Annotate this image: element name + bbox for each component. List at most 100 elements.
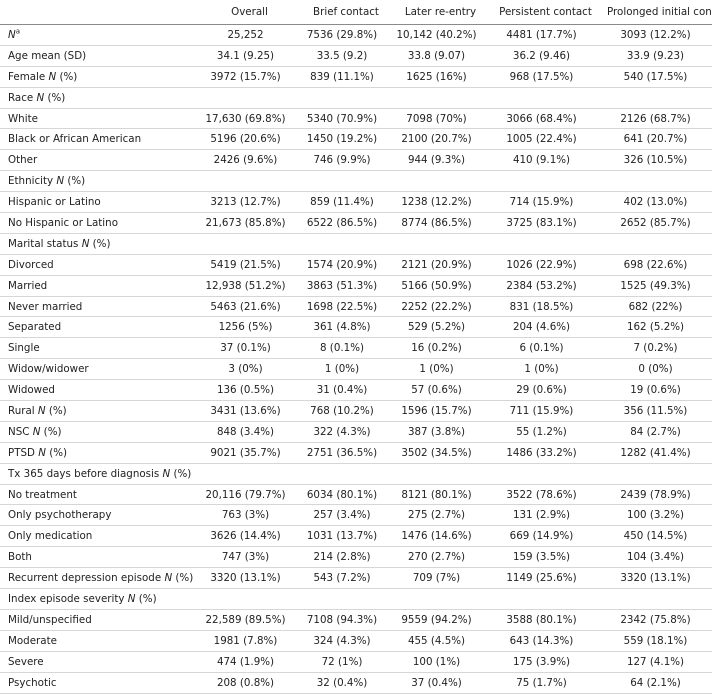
cell-value: 669 (14.9%) bbox=[509, 530, 574, 543]
cell-value: 5463 (21.6%) bbox=[210, 300, 281, 313]
cell-value: 5166 (50.9%) bbox=[401, 279, 472, 292]
row-label: Divorced bbox=[8, 258, 54, 271]
cell-value: 257 (3.4%) bbox=[313, 509, 371, 522]
table-row: Psychotic 208 (0.8%) 32 (0.4%) 37 (0.4%) 75 … bbox=[0, 672, 712, 693]
cell-value: 6034 (80.1%) bbox=[306, 488, 378, 501]
cell-value bbox=[599, 87, 712, 108]
cell-value: 1005 (22.4%) bbox=[506, 133, 577, 146]
column-header: Overall bbox=[231, 6, 268, 18]
cell-value: 214 (2.8%) bbox=[313, 551, 371, 564]
cell-value: 698 (22.6%) bbox=[623, 258, 688, 271]
cell-value: 6522 (86.5%) bbox=[306, 216, 378, 229]
cell-value: 2652 (85.7%) bbox=[620, 216, 691, 229]
cell-value: 682 (22%) bbox=[628, 300, 683, 313]
row-label: PTSD N (%) bbox=[8, 446, 68, 459]
cell-value: 104 (3.4%) bbox=[626, 551, 685, 564]
cell-value bbox=[295, 589, 389, 610]
cell-value: 1 (0%) bbox=[324, 363, 360, 376]
row-label: Married bbox=[8, 279, 48, 292]
cell-value: 9021 (35.7%) bbox=[210, 446, 281, 459]
cell-value: 324 (4.3%) bbox=[313, 634, 371, 647]
cell-value: 16 (0.2%) bbox=[411, 342, 462, 355]
row-label: Race N (%) bbox=[8, 91, 66, 104]
cell-value: 9559 (94.2%) bbox=[401, 613, 472, 626]
cell-value bbox=[389, 463, 484, 484]
cell-value: 643 (14.3%) bbox=[509, 634, 574, 647]
cell-value: 3 (0%) bbox=[228, 363, 263, 376]
cell-value: 8 (0.1%) bbox=[319, 342, 365, 355]
cell-value: 37 (0.4%) bbox=[411, 676, 462, 689]
cell-value: 64 (2.1%) bbox=[630, 676, 681, 689]
row-label: Both bbox=[8, 551, 32, 564]
cell-value: 3320 (13.1%) bbox=[210, 572, 281, 585]
row-label: Mild/unspecified bbox=[8, 613, 92, 626]
cell-value bbox=[484, 87, 599, 108]
row-label: Other bbox=[8, 154, 38, 167]
cell-value bbox=[295, 233, 389, 254]
row-label: Marital status N (%) bbox=[8, 237, 111, 250]
cell-value: 1031 (13.7%) bbox=[306, 530, 378, 543]
table-row: Single 37 (0.1%) 8 (0.1%) 16 (0.2%) 6 (0.1%)… bbox=[0, 338, 712, 359]
table-row: Marital status N (%) bbox=[0, 233, 712, 255]
cell-value: 72 (1%) bbox=[321, 655, 363, 668]
cell-value: 839 (11.1%) bbox=[310, 70, 374, 83]
cell-value: 204 (4.6%) bbox=[512, 321, 571, 334]
table-row: Age mean (SD) 34.1 (9.25) 33.5 (9.2) 33.8 (… bbox=[0, 45, 712, 67]
row-label: White bbox=[8, 112, 38, 125]
cell-value bbox=[389, 171, 484, 192]
table-row: Black or African American 5196 (20.6%) 145… bbox=[0, 129, 712, 150]
cell-value: 55 (1.2%) bbox=[516, 425, 567, 438]
cell-value: 1238 (12.2%) bbox=[401, 196, 472, 209]
row-label: Single bbox=[8, 342, 40, 355]
table-row: Moderate 1981 (7.8%) 324 (4.3%) 455 (4.5%) 6… bbox=[0, 630, 712, 652]
cell-value: 2252 (22.2%) bbox=[401, 300, 472, 313]
cell-value: 5196 (20.6%) bbox=[210, 133, 281, 146]
cell-value bbox=[196, 87, 295, 108]
row-label: Rural N (%) bbox=[8, 404, 67, 417]
table-row: NSC N (%) 848 (3.4%) 322 (4.3%) 387 (3.8%) 5… bbox=[0, 421, 712, 443]
cell-value: 1149 (25.6%) bbox=[506, 572, 577, 585]
cell-value: 4481 (17.7%) bbox=[506, 28, 577, 41]
cell-value: 19 (0.6%) bbox=[630, 384, 681, 397]
table-row: Na 25,252 7536 (29.8%) 10,142 (40.2%) 4481 (… bbox=[0, 25, 712, 46]
table-row: Female N (%) 3972 (15.7%) 839 (11.1%) 1625 … bbox=[0, 66, 712, 88]
cell-value: 326 (10.5%) bbox=[623, 154, 688, 167]
cell-value: 322 (4.3%) bbox=[313, 425, 371, 438]
table-row: Race N (%) bbox=[0, 87, 712, 109]
cell-value: 8774 (86.5%) bbox=[401, 216, 472, 229]
cell-value: 100 (3.2%) bbox=[626, 509, 685, 522]
cell-value: 3502 (34.5%) bbox=[401, 446, 472, 459]
cell-value: 1596 (15.7%) bbox=[401, 404, 472, 417]
cell-value: 32 (0.4%) bbox=[316, 676, 368, 689]
cell-value: 12,938 (51.2%) bbox=[205, 279, 286, 292]
row-label: Widowed bbox=[8, 384, 55, 397]
table-row: Rural N (%) 3431 (13.6%) 768 (10.2%) 1596 (… bbox=[0, 401, 712, 422]
row-label: Black or African American bbox=[8, 133, 142, 146]
cell-value bbox=[599, 463, 712, 484]
cell-value: 831 (18.5%) bbox=[509, 300, 574, 313]
cell-value: 2126 (68.7%) bbox=[620, 112, 691, 125]
row-label: Moderate bbox=[8, 634, 57, 647]
cell-value bbox=[295, 87, 389, 108]
column-header: Prolonged initial contact bbox=[607, 6, 712, 18]
cell-value: 746 (9.9%) bbox=[313, 154, 371, 167]
table-row: Never married 5463 (21.6%) 1698 (22.5%) 225… bbox=[0, 296, 712, 317]
table-row: White 17,630 (69.8%) 5340 (70.9%) 7098 (70%… bbox=[0, 108, 712, 129]
cell-value: 7 (0.2%) bbox=[633, 342, 678, 355]
column-header: Persistent contact bbox=[499, 6, 592, 18]
cell-value: 162 (5.2%) bbox=[626, 321, 685, 334]
table-row: No Hispanic or Latino 21,673 (85.8%) 6522 … bbox=[0, 213, 712, 234]
cell-value: 1450 (19.2%) bbox=[306, 133, 378, 146]
cell-value: 3725 (83.1%) bbox=[506, 216, 577, 229]
cell-value: 3431 (13.6%) bbox=[210, 404, 281, 417]
cell-value: 7108 (94.3%) bbox=[306, 613, 378, 626]
cell-value: 859 (11.4%) bbox=[310, 196, 374, 209]
cell-value: 3093 (12.2%) bbox=[620, 28, 691, 41]
cell-value: 848 (3.4%) bbox=[216, 425, 275, 438]
cell-value: 20,116 (79.7%) bbox=[205, 488, 286, 501]
cell-value: 3863 (51.3%) bbox=[306, 279, 378, 292]
row-label: Severe bbox=[8, 655, 44, 668]
table-row: Only medication 3626 (14.4%) 1031 (13.7%) 1… bbox=[0, 526, 712, 547]
cell-value: 1981 (7.8%) bbox=[213, 634, 278, 647]
cell-value bbox=[389, 87, 484, 108]
